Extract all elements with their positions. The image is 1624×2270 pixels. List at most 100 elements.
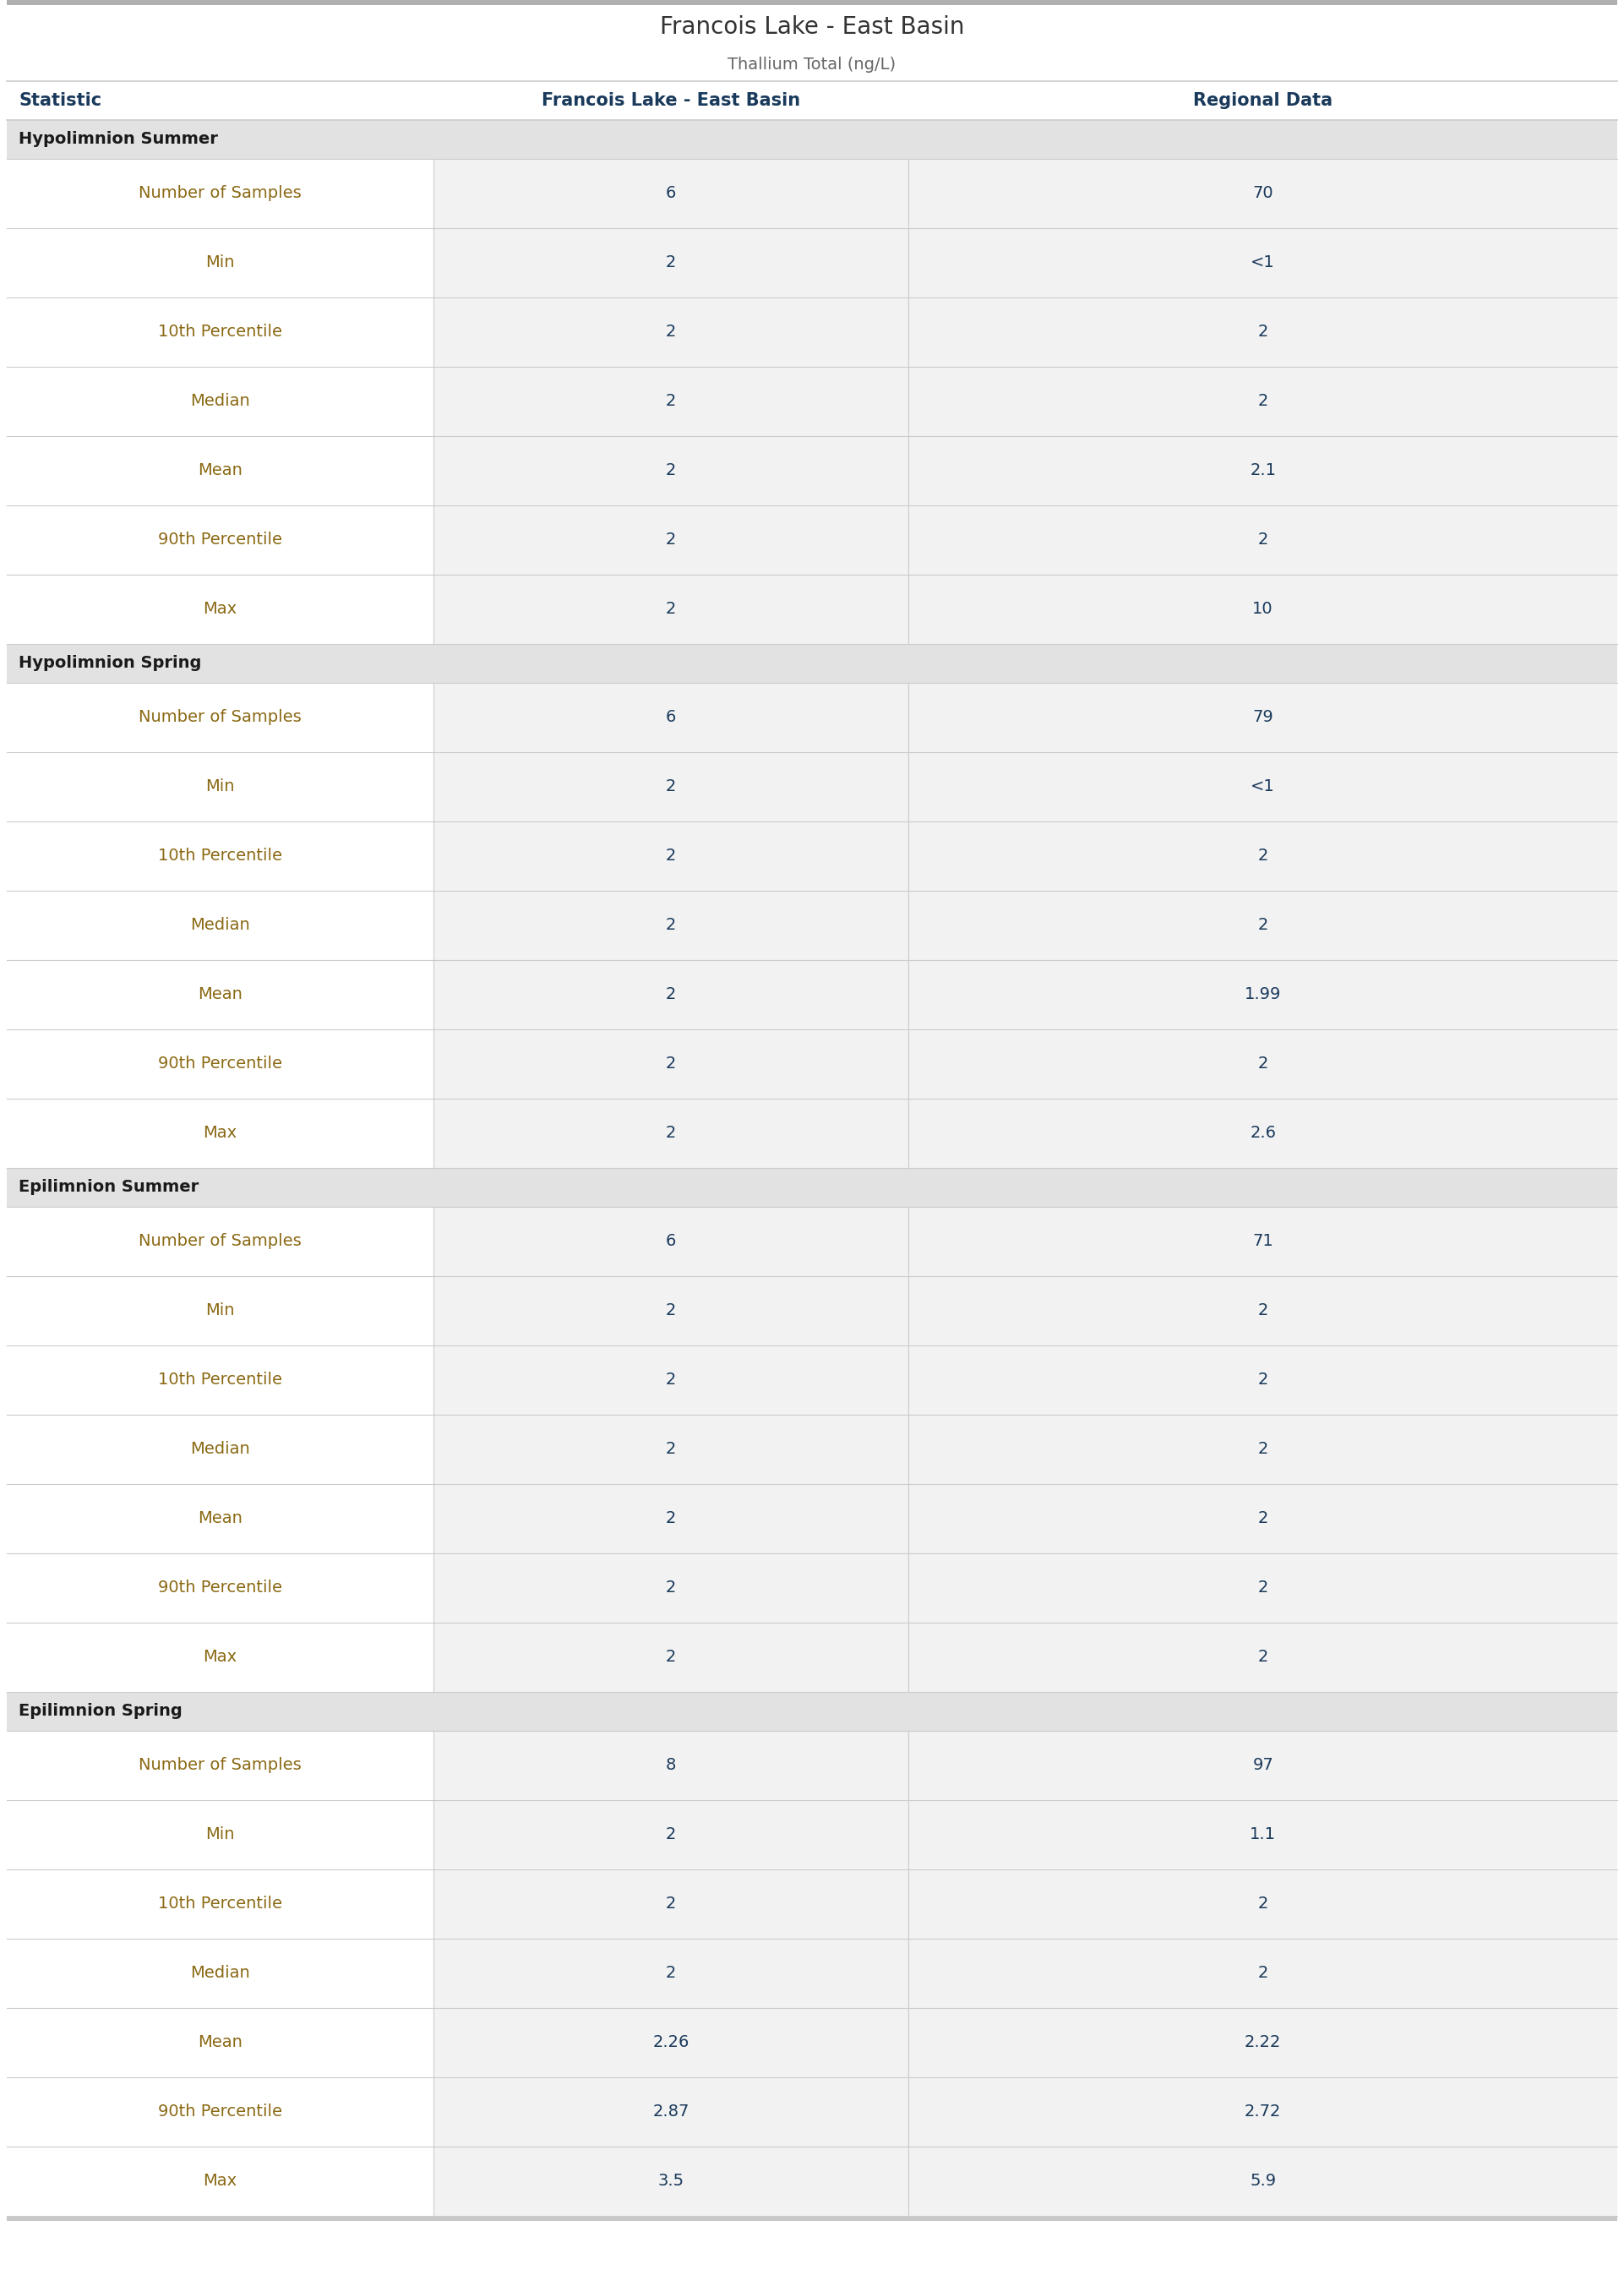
Bar xyxy=(434,1346,1618,1414)
Text: 71: 71 xyxy=(1252,1233,1273,1248)
Text: 2: 2 xyxy=(666,393,676,409)
Text: 2: 2 xyxy=(666,1510,676,1528)
Bar xyxy=(434,2009,1618,2077)
Text: 2: 2 xyxy=(666,602,676,617)
Bar xyxy=(434,1870,1618,1939)
Text: 2: 2 xyxy=(1257,1510,1268,1528)
Text: Hypolimnion Summer: Hypolimnion Summer xyxy=(18,132,218,148)
Text: Max: Max xyxy=(203,602,237,617)
Bar xyxy=(434,1028,1618,1099)
Text: 2: 2 xyxy=(666,987,676,1003)
Text: 10: 10 xyxy=(1252,602,1273,617)
Bar xyxy=(6,297,434,368)
Text: 2: 2 xyxy=(666,463,676,479)
Text: 2: 2 xyxy=(666,1056,676,1071)
Text: Francois Lake - East Basin: Francois Lake - East Basin xyxy=(659,16,965,39)
Bar xyxy=(434,368,1618,436)
Bar xyxy=(434,297,1618,368)
Text: Number of Samples: Number of Samples xyxy=(138,1757,302,1773)
Text: Epilimnion Spring: Epilimnion Spring xyxy=(18,1702,182,1718)
Text: 2: 2 xyxy=(666,254,676,270)
Bar xyxy=(6,1276,434,1346)
Bar xyxy=(6,120,1618,159)
Text: Min: Min xyxy=(206,254,235,270)
Text: Thallium Total (ng/L): Thallium Total (ng/L) xyxy=(728,57,896,73)
Bar xyxy=(6,1730,434,1800)
Bar xyxy=(434,890,1618,960)
Text: 2: 2 xyxy=(666,1371,676,1389)
Text: 2: 2 xyxy=(666,917,676,933)
Text: 2: 2 xyxy=(1257,1966,1268,1982)
Bar xyxy=(6,1485,434,1553)
Bar xyxy=(6,683,434,751)
Bar xyxy=(6,1553,434,1623)
Text: 79: 79 xyxy=(1252,711,1273,726)
Bar xyxy=(6,645,1618,683)
Bar xyxy=(434,1414,1618,1485)
Text: 2.87: 2.87 xyxy=(653,2104,690,2120)
Text: 90th Percentile: 90th Percentile xyxy=(158,531,283,547)
Bar xyxy=(6,159,434,229)
Bar xyxy=(6,0,1618,5)
Bar xyxy=(434,1208,1618,1276)
Bar xyxy=(6,2147,434,2216)
Text: 6: 6 xyxy=(666,711,676,726)
Text: 2.1: 2.1 xyxy=(1250,463,1276,479)
Bar xyxy=(6,506,434,574)
Bar xyxy=(434,1276,1618,1346)
Text: 10th Percentile: 10th Percentile xyxy=(158,1895,283,1911)
Text: 2: 2 xyxy=(666,779,676,794)
Text: 2: 2 xyxy=(666,1303,676,1319)
Text: Min: Min xyxy=(206,1827,235,1843)
Bar xyxy=(6,1208,434,1276)
Bar xyxy=(434,960,1618,1028)
Bar xyxy=(6,2009,434,2077)
Bar xyxy=(6,436,434,506)
Bar xyxy=(434,2147,1618,2216)
Text: 2: 2 xyxy=(666,1650,676,1666)
Text: 2: 2 xyxy=(1257,1441,1268,1457)
Text: 90th Percentile: 90th Percentile xyxy=(158,1056,283,1071)
Text: <1: <1 xyxy=(1250,254,1275,270)
Bar xyxy=(434,1553,1618,1623)
Text: Min: Min xyxy=(206,779,235,794)
Bar xyxy=(6,1939,434,2009)
Text: Statistic: Statistic xyxy=(18,93,101,109)
Text: 2: 2 xyxy=(1257,1650,1268,1666)
Text: Number of Samples: Number of Samples xyxy=(138,711,302,726)
Bar xyxy=(434,159,1618,229)
Text: 6: 6 xyxy=(666,186,676,202)
Bar xyxy=(6,1691,1618,1730)
Bar xyxy=(6,229,434,297)
Text: 3.5: 3.5 xyxy=(658,2172,684,2188)
Bar xyxy=(6,2216,1618,2220)
Text: Regional Data: Regional Data xyxy=(1194,93,1333,109)
Text: 2: 2 xyxy=(1257,849,1268,865)
Text: 2.26: 2.26 xyxy=(653,2034,690,2050)
Text: 2: 2 xyxy=(666,1126,676,1142)
Bar xyxy=(434,1485,1618,1553)
Bar xyxy=(6,574,434,645)
Bar xyxy=(434,574,1618,645)
Text: 90th Percentile: 90th Percentile xyxy=(158,2104,283,2120)
Text: 2: 2 xyxy=(666,531,676,547)
Text: 2: 2 xyxy=(1257,1303,1268,1319)
Text: 90th Percentile: 90th Percentile xyxy=(158,1580,283,1596)
Text: Median: Median xyxy=(190,1966,250,1982)
Text: 97: 97 xyxy=(1252,1757,1273,1773)
Bar xyxy=(6,368,434,436)
Bar xyxy=(6,1623,434,1691)
Text: Median: Median xyxy=(190,917,250,933)
Text: <1: <1 xyxy=(1250,779,1275,794)
Bar xyxy=(434,822,1618,890)
Text: Mean: Mean xyxy=(198,2034,242,2050)
Text: 2: 2 xyxy=(666,1966,676,1982)
Bar xyxy=(6,1169,1618,1208)
Text: 2: 2 xyxy=(666,849,676,865)
Text: 10th Percentile: 10th Percentile xyxy=(158,325,283,340)
Text: 2: 2 xyxy=(666,1827,676,1843)
Text: 2: 2 xyxy=(666,325,676,340)
Bar xyxy=(6,890,434,960)
Text: Hypolimnion Spring: Hypolimnion Spring xyxy=(18,656,201,672)
Text: 1.99: 1.99 xyxy=(1244,987,1281,1003)
